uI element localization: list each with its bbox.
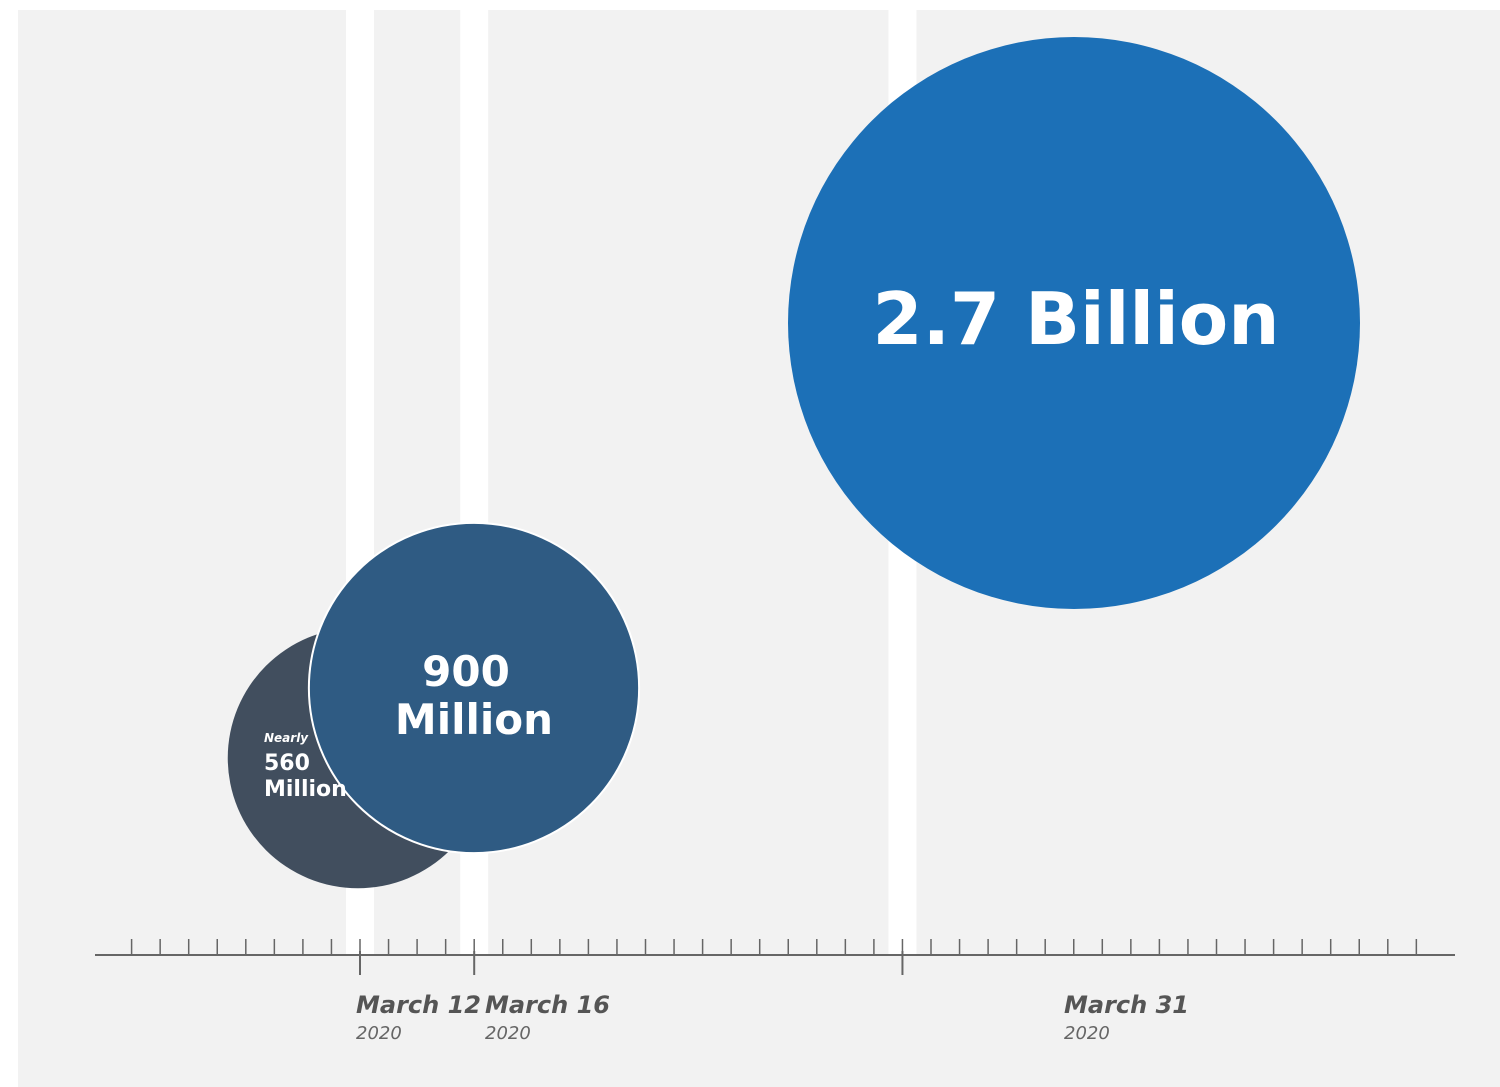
year-label: 2020 bbox=[485, 1023, 531, 1044]
date-label: March 31 bbox=[1064, 991, 1189, 1019]
date-label: March 12 bbox=[356, 991, 481, 1019]
bubble-march-16 bbox=[307, 521, 641, 855]
bubble-label-line: Million bbox=[264, 777, 347, 802]
bubble-label-line: 560 bbox=[264, 751, 310, 776]
bubble-label-line: Nearly bbox=[264, 731, 309, 745]
year-label: 2020 bbox=[1064, 1023, 1110, 1044]
bubble-label-2-7-billion: 2.7 Billion bbox=[873, 277, 1280, 361]
bubble-label-line: 900 bbox=[422, 647, 510, 696]
bubble-label-line: Million bbox=[395, 695, 553, 744]
timeline-axis bbox=[95, 939, 1455, 975]
bubble-march-31 bbox=[788, 37, 1360, 609]
date-label: March 16 bbox=[485, 991, 610, 1019]
year-label: 2020 bbox=[356, 1023, 402, 1044]
